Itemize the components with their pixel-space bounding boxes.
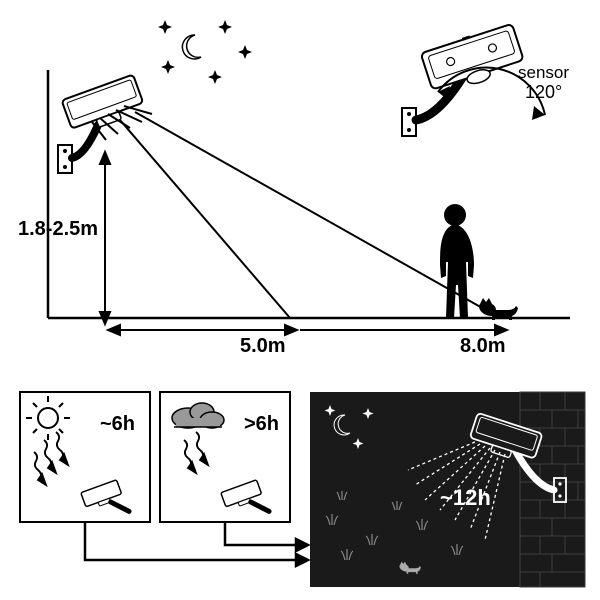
panel-sunny: ~6h bbox=[20, 392, 150, 525]
sensor-angle: 120° bbox=[525, 82, 562, 102]
sensor-label: sensor bbox=[518, 63, 569, 82]
distance-8m-label: 8.0m bbox=[460, 335, 506, 357]
panel-cloudy: >6h bbox=[160, 392, 290, 525]
night-time: ~12h bbox=[440, 485, 491, 510]
cloudy-time: >6h bbox=[244, 413, 279, 435]
panel-night: ~12h bbox=[310, 392, 585, 587]
sunny-time: ~6h bbox=[100, 413, 135, 435]
distance-5m-label: 5.0m bbox=[240, 335, 286, 357]
height-label: 1.8-2.5m bbox=[18, 218, 98, 240]
